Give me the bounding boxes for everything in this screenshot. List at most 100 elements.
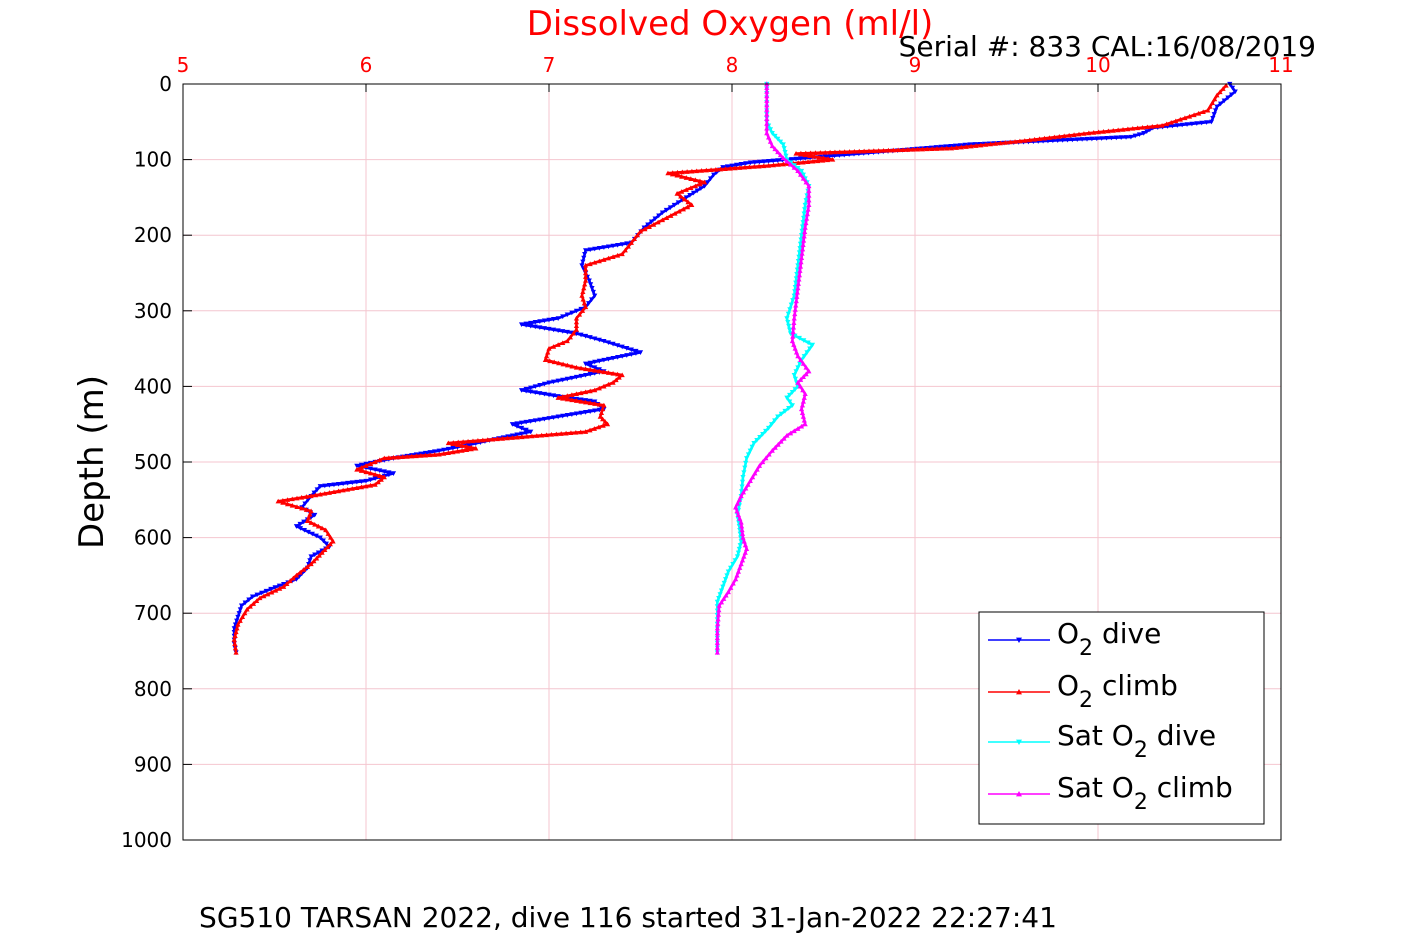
- data-point: [674, 191, 680, 196]
- data-point: [791, 320, 797, 325]
- data-point: [604, 421, 611, 427]
- data-point: [326, 483, 332, 488]
- data-point: [715, 612, 722, 617]
- data-point: [795, 263, 801, 269]
- data-point: [349, 480, 355, 486]
- data-point: [802, 156, 808, 161]
- data-point: [592, 367, 598, 373]
- data-point: [745, 482, 751, 487]
- chart-subtitle: Serial #: 833 CAL:16/08/2019: [899, 30, 1316, 63]
- data-point: [304, 564, 311, 569]
- data-point: [795, 285, 801, 291]
- data-point: [578, 398, 584, 404]
- data-point: [314, 487, 320, 493]
- data-point: [1159, 122, 1165, 128]
- data-point: [560, 314, 566, 320]
- data-point: [715, 616, 721, 622]
- data-point: [232, 633, 238, 638]
- data-point: [233, 629, 239, 635]
- data-point: [1130, 126, 1136, 131]
- data-point: [569, 363, 575, 369]
- data-point: [564, 376, 570, 382]
- data-point: [615, 242, 621, 248]
- data-point: [648, 219, 655, 225]
- data-point: [578, 410, 584, 416]
- data-point: [775, 442, 781, 447]
- data-point: [711, 172, 717, 178]
- data-point: [780, 155, 786, 161]
- data-point: [358, 484, 365, 490]
- data-point: [687, 193, 693, 198]
- data-point: [597, 414, 603, 419]
- data-point: [550, 344, 557, 349]
- data-point: [798, 259, 804, 265]
- data-point: [372, 467, 378, 473]
- data-point: [234, 625, 240, 631]
- data-point: [619, 251, 625, 257]
- data-point: [734, 508, 740, 514]
- data-point: [528, 429, 534, 435]
- data-point: [578, 306, 584, 312]
- data-point: [441, 447, 447, 453]
- data-point: [564, 396, 570, 402]
- data-point: [676, 208, 682, 214]
- data-point: [532, 324, 538, 330]
- data-point: [968, 143, 974, 149]
- data-point: [803, 364, 809, 370]
- data-point: [587, 360, 593, 366]
- data-point: [427, 450, 433, 455]
- data-point: [1196, 110, 1202, 116]
- data-point: [739, 531, 746, 536]
- data-point: [523, 388, 529, 394]
- data-point: [263, 588, 269, 594]
- y-tick-label: 100: [134, 148, 172, 172]
- data-point: [307, 558, 313, 563]
- data-point: [792, 376, 799, 382]
- data-point: [796, 272, 803, 278]
- data-point: [327, 541, 333, 547]
- data-point: [254, 592, 260, 598]
- data-point: [801, 233, 807, 239]
- data-point: [504, 435, 511, 441]
- data-point: [587, 247, 593, 253]
- data-point: [1208, 119, 1215, 125]
- data-point: [317, 491, 323, 497]
- legend-box: [978, 611, 1265, 825]
- data-point: [601, 383, 607, 389]
- data-point: [569, 397, 575, 403]
- data-point: [797, 383, 803, 389]
- data-point: [1132, 133, 1138, 139]
- data-point: [716, 603, 722, 608]
- data-point: [885, 147, 892, 153]
- data-point: [605, 255, 612, 261]
- data-point: [272, 585, 278, 590]
- data-point: [737, 516, 743, 521]
- data-point: [890, 147, 896, 153]
- data-point: [509, 422, 515, 427]
- data-point: [551, 359, 557, 365]
- data-point: [803, 198, 809, 203]
- data-point: [250, 601, 257, 606]
- data-point: [615, 355, 621, 360]
- data-point: [1086, 130, 1092, 136]
- data-point: [763, 455, 769, 461]
- data-point: [539, 432, 545, 438]
- data-point: [587, 335, 593, 340]
- data-point: [354, 485, 360, 490]
- data-point: [770, 158, 776, 164]
- data-point: [628, 352, 634, 357]
- data-point: [586, 301, 592, 306]
- data-point: [579, 308, 586, 313]
- data-point: [1113, 135, 1119, 141]
- data-point: [659, 210, 666, 216]
- data-point: [564, 329, 570, 335]
- data-point: [684, 204, 691, 210]
- data-point: [340, 487, 346, 493]
- data-point: [550, 379, 557, 385]
- data-point: [546, 416, 552, 421]
- data-point: [766, 425, 772, 431]
- data-point: [232, 641, 238, 647]
- data-point: [787, 327, 793, 333]
- data-point: [523, 430, 529, 436]
- data-point: [789, 389, 795, 395]
